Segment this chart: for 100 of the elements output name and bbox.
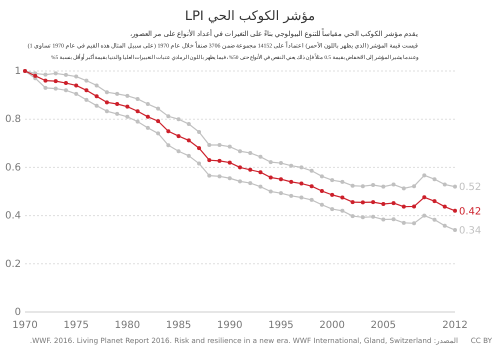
y-tick-label: 0.8 — [5, 114, 21, 126]
x-tick-label: 1995 — [268, 320, 294, 331]
point — [278, 161, 283, 166]
point — [453, 184, 457, 189]
point — [186, 122, 191, 126]
point — [432, 218, 437, 222]
data-label: 0.34 — [459, 226, 482, 237]
point — [207, 174, 212, 178]
point — [392, 217, 396, 222]
point — [207, 158, 212, 162]
y-tick-label: 0.2 — [5, 258, 21, 270]
point — [136, 120, 140, 124]
point — [350, 200, 355, 204]
point — [218, 142, 222, 147]
point — [166, 129, 170, 134]
point — [207, 142, 212, 147]
point — [64, 81, 68, 86]
point — [360, 200, 365, 204]
point — [115, 92, 120, 96]
point — [381, 202, 386, 206]
point — [74, 83, 78, 88]
point — [453, 208, 457, 213]
point — [278, 177, 283, 182]
point — [186, 154, 191, 158]
point — [218, 174, 222, 178]
point — [360, 215, 365, 220]
point — [258, 184, 262, 189]
point — [320, 202, 324, 207]
point — [125, 104, 130, 109]
point — [371, 182, 376, 187]
point — [238, 179, 242, 184]
point — [43, 86, 48, 90]
point — [104, 90, 109, 94]
data-label: 0.42 — [459, 206, 482, 218]
x-tick-label: 1975 — [63, 320, 89, 331]
point — [422, 214, 426, 218]
point — [289, 194, 294, 198]
point — [64, 88, 68, 92]
point — [166, 114, 170, 118]
point — [54, 86, 58, 91]
point — [94, 104, 99, 108]
point — [381, 217, 386, 222]
x-tick-label: 1970 — [12, 320, 38, 331]
point — [146, 126, 150, 130]
point — [392, 201, 396, 206]
title: مؤشر الكوكب الحي LPI — [184, 9, 316, 24]
point — [402, 220, 406, 225]
point — [371, 200, 376, 204]
point — [84, 78, 88, 83]
point — [136, 96, 140, 101]
point — [248, 181, 252, 186]
point — [360, 184, 365, 188]
point — [104, 100, 109, 104]
point — [43, 72, 48, 77]
point — [371, 214, 376, 219]
point — [156, 106, 160, 111]
point — [350, 184, 355, 188]
point — [402, 204, 406, 209]
point — [228, 144, 232, 149]
point — [422, 195, 426, 200]
point — [310, 184, 314, 188]
point — [186, 138, 191, 142]
point — [94, 83, 99, 88]
point — [115, 102, 120, 106]
point — [299, 182, 304, 186]
point — [166, 143, 170, 148]
point — [299, 196, 304, 200]
point — [268, 160, 273, 164]
point — [442, 204, 447, 209]
point — [422, 173, 426, 178]
point — [289, 164, 294, 168]
point — [115, 112, 120, 116]
point — [442, 224, 447, 228]
point — [218, 158, 222, 163]
point — [310, 198, 314, 202]
y-tick-label: 0.6 — [5, 162, 21, 174]
point — [299, 165, 304, 170]
point — [340, 196, 344, 200]
y-tick-label: 1 — [14, 66, 21, 77]
point — [248, 150, 252, 155]
point — [176, 117, 181, 122]
point — [268, 190, 273, 194]
point — [176, 149, 181, 154]
point — [197, 130, 202, 134]
point — [392, 182, 396, 187]
point — [289, 180, 294, 184]
point — [320, 174, 324, 178]
point — [104, 109, 109, 114]
point — [330, 178, 334, 182]
point — [278, 191, 283, 196]
point — [43, 78, 48, 83]
point — [238, 149, 242, 154]
point — [412, 204, 416, 208]
point — [156, 131, 160, 136]
x-tick-label: 2005 — [370, 320, 396, 331]
point — [125, 114, 130, 119]
point — [258, 170, 262, 174]
y-tick-label: 0 — [14, 307, 21, 318]
point — [248, 168, 252, 172]
point — [156, 119, 160, 124]
